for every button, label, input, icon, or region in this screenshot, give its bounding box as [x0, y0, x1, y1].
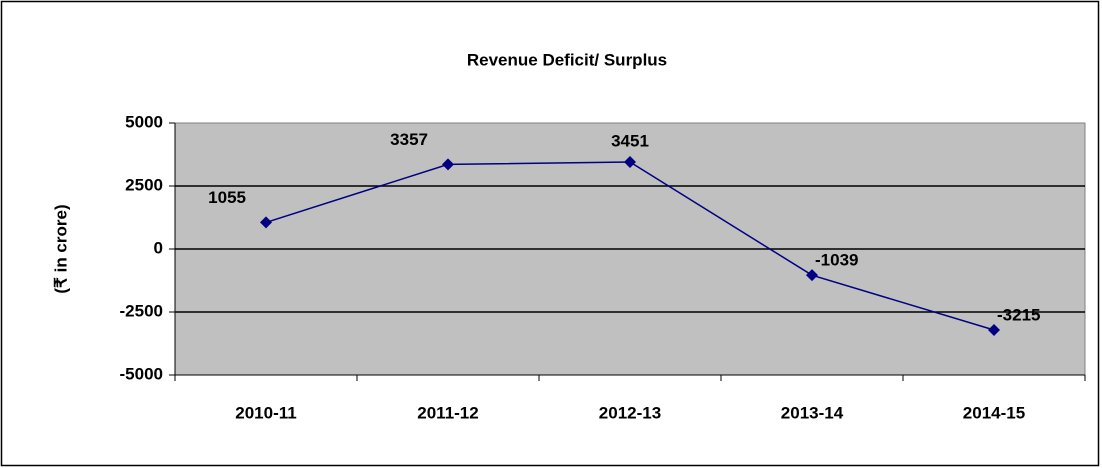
x-tick-label: 2011-12 [417, 403, 478, 422]
data-label: 1055 [208, 188, 246, 207]
data-label: -3215 [997, 306, 1040, 325]
data-label: -1039 [815, 251, 858, 270]
y-tick-label: -5000 [120, 364, 163, 383]
y-tick-label: -2500 [120, 301, 163, 320]
chart-title: Revenue Deficit/ Surplus [467, 50, 667, 69]
y-tick-label: 5000 [125, 112, 163, 131]
y-axis-label: (₹ in crore) [51, 204, 70, 293]
marker [988, 324, 1000, 337]
x-tick-label: 2010-11 [235, 403, 296, 422]
marker [442, 158, 454, 171]
marker [260, 216, 272, 229]
data-label: 3451 [611, 132, 649, 151]
y-tick-label: 0 [154, 238, 163, 257]
x-tick-label: 2013-14 [781, 403, 844, 422]
marker [806, 269, 818, 282]
y-tick-label: 2500 [125, 175, 163, 194]
x-tick-label: 2014-15 [963, 403, 1025, 422]
data-label: 3357 [390, 130, 428, 149]
x-tick-label: 2012-13 [599, 403, 661, 422]
marker [624, 156, 636, 169]
